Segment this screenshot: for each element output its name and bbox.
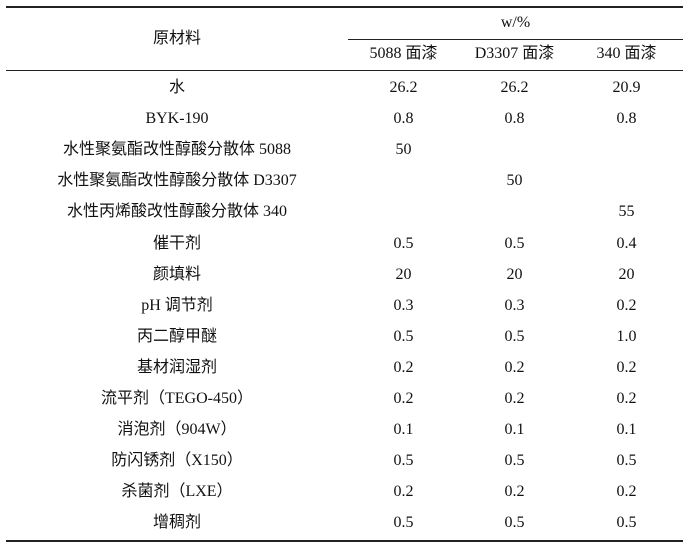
row-value-d3307: 0.5 [504, 235, 525, 252]
header-bottom-rule [6, 70, 683, 71]
row-value-d3307: 0.2 [504, 483, 525, 500]
row-value-5088: 0.5 [393, 514, 414, 531]
row-value-d3307: 50 [506, 172, 523, 189]
row-value-5088: 0.3 [393, 297, 414, 314]
row-material-name: 水性聚氨酯改性醇酸分散体 D3307 [57, 172, 297, 189]
row-value-d3307: 0.8 [504, 110, 525, 127]
row-material-name: 丙二醇甲醚 [136, 328, 217, 345]
row-value-340: 0.5 [616, 452, 637, 469]
header-subrule [348, 39, 683, 40]
row-value-340: 1.0 [616, 328, 637, 345]
row-value-d3307: 0.1 [504, 421, 525, 438]
row-material-name: 催干剂 [152, 235, 201, 252]
row-material-name: 基材润湿剂 [136, 359, 217, 376]
row-material-name: 水 [168, 79, 185, 96]
row-value-5088: 20 [395, 266, 412, 283]
row-value-340: 0.4 [616, 235, 637, 252]
row-value-5088: 0.2 [393, 483, 414, 500]
header-col-340: 340 面漆 [596, 45, 657, 62]
row-value-5088: 50 [395, 141, 412, 158]
row-material-name: 防闪锈剂（X150） [111, 452, 243, 469]
row-value-5088: 0.5 [393, 328, 414, 345]
row-value-5088: 0.8 [393, 110, 414, 127]
row-value-340: 55 [618, 203, 635, 220]
row-value-5088: 0.1 [393, 421, 414, 438]
row-value-d3307: 0.5 [504, 328, 525, 345]
row-value-d3307: 0.5 [504, 514, 525, 531]
row-value-340: 20 [618, 266, 635, 283]
row-material-name: 消泡剂（904W） [117, 421, 237, 438]
row-value-340: 0.2 [616, 297, 637, 314]
row-value-340: 0.2 [616, 483, 637, 500]
row-material-name: 水性丙烯酸改性醇酸分散体 340 [66, 203, 287, 220]
header-col-d3307: D3307 面漆 [474, 45, 555, 62]
header-col-5088: 5088 面漆 [369, 45, 438, 62]
header-material: 原材料 [152, 30, 201, 47]
row-value-5088: 0.5 [393, 452, 414, 469]
row-value-5088: 0.2 [393, 390, 414, 407]
row-material-name: 增稠剂 [152, 514, 201, 531]
table-top-rule [6, 6, 683, 8]
table-bottom-rule [6, 540, 683, 542]
row-value-340: 20.9 [612, 79, 641, 96]
row-value-d3307: 0.5 [504, 452, 525, 469]
row-value-340: 0.2 [616, 359, 637, 376]
row-material-name: 杀菌剂（LXE） [121, 483, 233, 500]
row-value-5088: 0.5 [393, 235, 414, 252]
row-value-d3307: 0.2 [504, 390, 525, 407]
row-value-340: 0.1 [616, 421, 637, 438]
row-value-5088: 26.2 [389, 79, 418, 96]
row-value-d3307: 0.2 [504, 359, 525, 376]
row-material-name: 颜填料 [152, 266, 201, 283]
row-value-d3307: 0.3 [504, 297, 525, 314]
row-value-340: 0.5 [616, 514, 637, 531]
row-value-d3307: 20 [506, 266, 523, 283]
row-material-name: pH 调节剂 [141, 297, 213, 314]
row-material-name: 流平剂（TEGO-450） [101, 390, 253, 407]
header-unit: w/% [500, 14, 531, 31]
row-value-5088: 0.2 [393, 359, 414, 376]
row-value-340: 0.2 [616, 390, 637, 407]
row-value-d3307: 26.2 [500, 79, 529, 96]
row-value-340: 0.8 [616, 110, 637, 127]
row-material-name: 水性聚氨酯改性醇酸分散体 5088 [62, 141, 291, 158]
row-material-name: BYK-190 [145, 110, 209, 127]
